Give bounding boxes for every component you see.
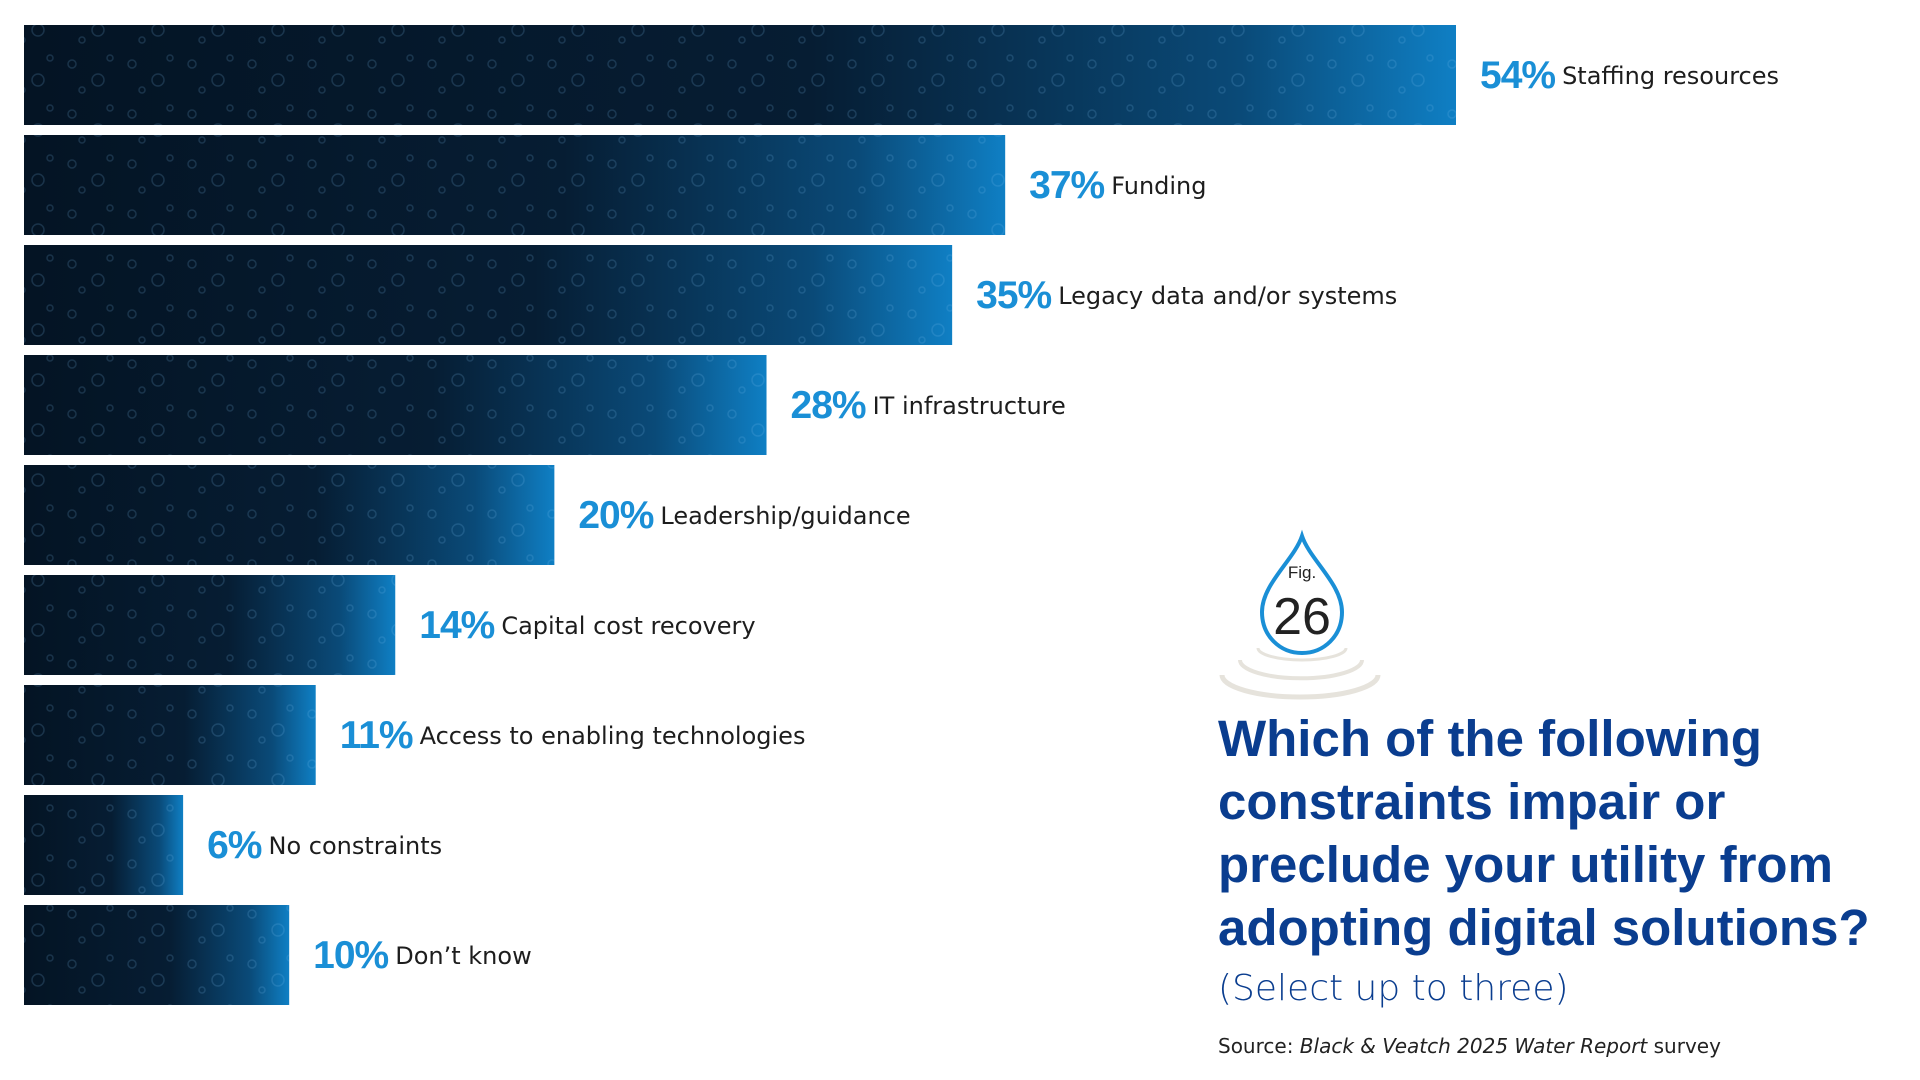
value-label-6: 11% xyxy=(340,714,413,757)
bar-label-8: 10% Don’t know xyxy=(313,934,532,977)
bar-label-5: 14% Capital cost recovery xyxy=(419,604,755,647)
bar-label-1: 37% Funding xyxy=(1029,164,1206,207)
bar-texture-0 xyxy=(24,25,1456,125)
category-label-6: Access to enabling technologies xyxy=(420,722,806,750)
bar-label-3: 28% IT infrastructure xyxy=(791,384,1066,427)
question-title: Which of the following constraints impai… xyxy=(1218,710,1870,956)
bar-texture-7 xyxy=(24,795,184,895)
bar-texture-6 xyxy=(24,685,316,785)
source-publication: Black & Veatch 2025 Water Report xyxy=(1299,1034,1648,1058)
bar-texture-5 xyxy=(24,575,396,675)
value-label-5: 14% xyxy=(419,604,494,647)
source-prefix: Source: xyxy=(1218,1034,1300,1058)
bar-label-7: 6% No constraints xyxy=(207,824,442,867)
category-label-8: Don’t know xyxy=(395,942,531,970)
source-suffix: survey xyxy=(1647,1034,1721,1058)
bar-texture-8 xyxy=(24,905,290,1005)
category-label-4: Leadership/guidance xyxy=(660,502,910,530)
bar-label-6: 11% Access to enabling technologies xyxy=(340,714,806,757)
category-label-7: No constraints xyxy=(268,832,442,860)
value-label-7: 6% xyxy=(207,824,262,867)
bar-texture-2 xyxy=(24,245,953,345)
value-label-8: 10% xyxy=(313,934,388,977)
value-label-0: 54% xyxy=(1480,54,1555,97)
value-label-1: 37% xyxy=(1029,164,1104,207)
category-label-0: Staffing resources xyxy=(1562,62,1779,90)
category-label-5: Capital cost recovery xyxy=(501,612,755,640)
question-instruction: (Select up to three) xyxy=(1218,968,1569,1009)
bar-texture-4 xyxy=(24,465,555,565)
value-label-3: 28% xyxy=(791,384,866,427)
category-label-1: Funding xyxy=(1111,172,1206,200)
source-note: Source: Black & Veatch 2025 Water Report… xyxy=(1218,1034,1721,1058)
bars xyxy=(24,25,1456,1005)
category-label-3: IT infrastructure xyxy=(873,392,1066,420)
category-label-2: Legacy data and/or systems xyxy=(1058,282,1397,310)
bar-texture-1 xyxy=(24,135,1006,235)
bar-label-2: 35% Legacy data and/or systems xyxy=(976,274,1397,317)
bar-texture-3 xyxy=(24,355,767,455)
bar-label-4: 20% Leadership/guidance xyxy=(578,494,910,537)
bar-labels: 54% Staffing resources 37% Funding 35% Legacy… xyxy=(207,54,1779,977)
value-label-2: 35% xyxy=(976,274,1051,317)
value-label-4: 20% xyxy=(578,494,653,537)
bar-label-0: 54% Staffing resources xyxy=(1480,54,1779,97)
